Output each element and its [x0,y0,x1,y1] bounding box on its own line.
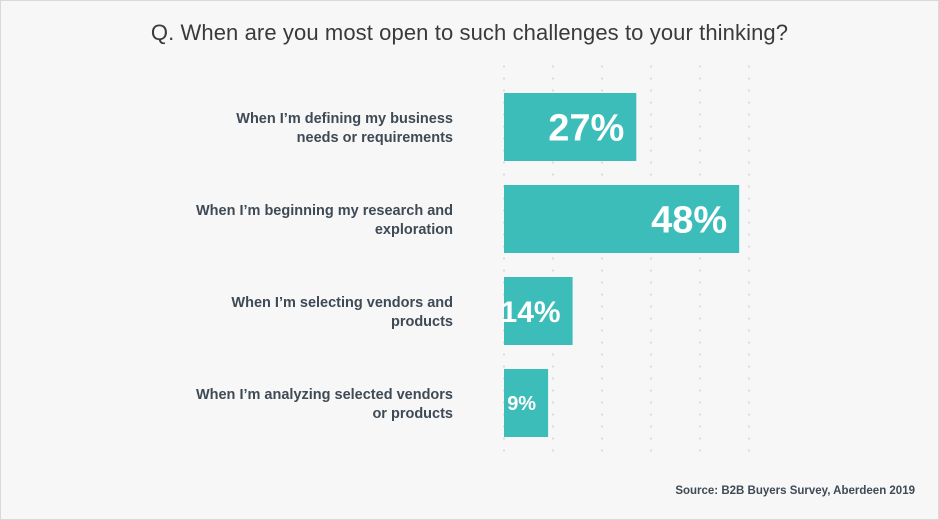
bar [504,277,573,345]
category-label: When I’m analyzing selected vendors or pr… [196,387,453,422]
bar [504,93,637,161]
bar-value-label: 27% [548,108,624,150]
bar [504,369,549,437]
category-label: When I’m selecting vendors and products [231,295,453,330]
category-label: When I’m defining my business needs or re… [236,111,453,146]
bar-value-label: 14% [501,296,561,329]
chart-title: Q. When are you most open to such challe… [150,20,789,45]
category-label: When I’m beginning my research and explor… [196,203,453,238]
bar [504,185,740,253]
source-note: Source: B2B Buyers Survey, Aberdeen 2019 [675,485,915,497]
bar-value-label: 48% [651,200,727,242]
bar-value-label: 9% [507,393,536,415]
